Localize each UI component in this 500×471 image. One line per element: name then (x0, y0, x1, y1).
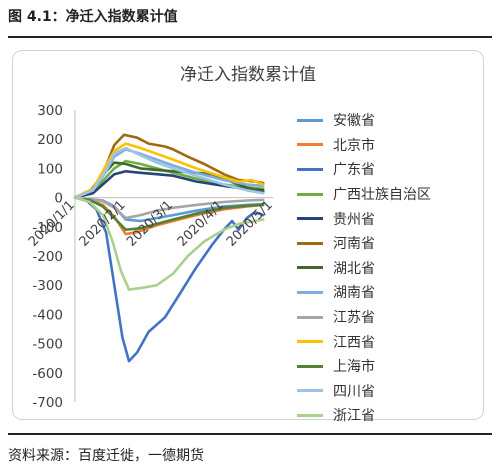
y-tick-label: 300 (37, 103, 63, 119)
legend-item: 广西壮族自治区 (297, 182, 487, 207)
y-tick-label: -400 (32, 307, 63, 323)
y-tick-label: -500 (32, 337, 63, 353)
y-tick-label: -300 (32, 278, 63, 294)
series-line (73, 196, 265, 220)
y-tick-label: 200 (37, 132, 63, 148)
legend-item: 四川省 (297, 379, 487, 404)
y-tick-label: -100 (32, 220, 63, 236)
legend-item: 江苏省 (297, 305, 487, 330)
legend-swatch (297, 266, 323, 270)
legend-label: 江苏省 (333, 310, 375, 327)
legend-swatch (297, 340, 323, 344)
legend-swatch (297, 290, 323, 294)
legend-item: 河南省 (297, 231, 487, 256)
y-tick-label: -200 (32, 249, 63, 265)
legend-swatch (297, 118, 323, 122)
legend-swatch (297, 241, 323, 245)
legend-label: 安徽省 (333, 113, 375, 130)
top-divider (8, 36, 492, 38)
legend-item: 湖北省 (297, 256, 487, 281)
source-note: 资料来源：百度迁徙，一德期货 (8, 448, 204, 464)
legend-item: 广东省 (297, 157, 487, 182)
legend-label: 江西省 (333, 334, 375, 351)
chart-legend: 安徽省北京市广东省广西壮族自治区 贵州省河南省湖北省湖南省江苏省江西省上海市四川省… (297, 108, 487, 428)
legend-label: 河南省 (333, 236, 375, 253)
y-tick-label: -600 (32, 366, 63, 382)
y-tick-label: -700 (32, 395, 63, 411)
series-line (73, 196, 265, 363)
chart-frame (12, 50, 484, 420)
legend-label: 四川省 (333, 383, 375, 400)
legend-label: 广东省 (333, 162, 375, 179)
legend-swatch (297, 167, 323, 171)
legend-swatch (297, 143, 323, 147)
legend-item: 江西省 (297, 329, 487, 354)
legend-swatch (297, 364, 323, 368)
series-line (73, 142, 265, 199)
legend-item: 湖南省 (297, 280, 487, 305)
legend-label: 湖南省 (333, 285, 375, 302)
legend-label: 湖北省 (333, 260, 375, 277)
y-tick-label: 0 (54, 191, 63, 207)
x-tick-label: 2020/3/1 (124, 198, 176, 250)
legend-item: 上海市 (297, 354, 487, 379)
legend-label: 广西壮族自治区 (333, 187, 431, 204)
legend-label: 贵州省 (333, 211, 375, 228)
legend-swatch (297, 192, 323, 196)
series-line (73, 196, 265, 291)
legend-item: 浙江省 (297, 403, 487, 428)
y-tick-label: 100 (37, 161, 63, 177)
legend-item: 安徽省 (297, 108, 487, 133)
figure-title: 图 4.1：净迁入指数累计值 (8, 9, 178, 25)
bottom-divider (8, 433, 492, 435)
legend-swatch (297, 217, 323, 221)
legend-item: 贵州省 (297, 206, 487, 231)
series-line (73, 146, 265, 199)
legend-swatch (297, 315, 323, 319)
legend-label: 北京市 (333, 137, 375, 154)
legend-label: 浙江省 (333, 408, 375, 425)
chart-title: 净迁入指数累计值 (180, 65, 316, 85)
series-line (73, 196, 265, 231)
legend-swatch (297, 413, 323, 417)
legend-swatch (297, 389, 323, 393)
legend-label: 上海市 (333, 359, 375, 376)
legend-item: 北京市 (297, 133, 487, 158)
